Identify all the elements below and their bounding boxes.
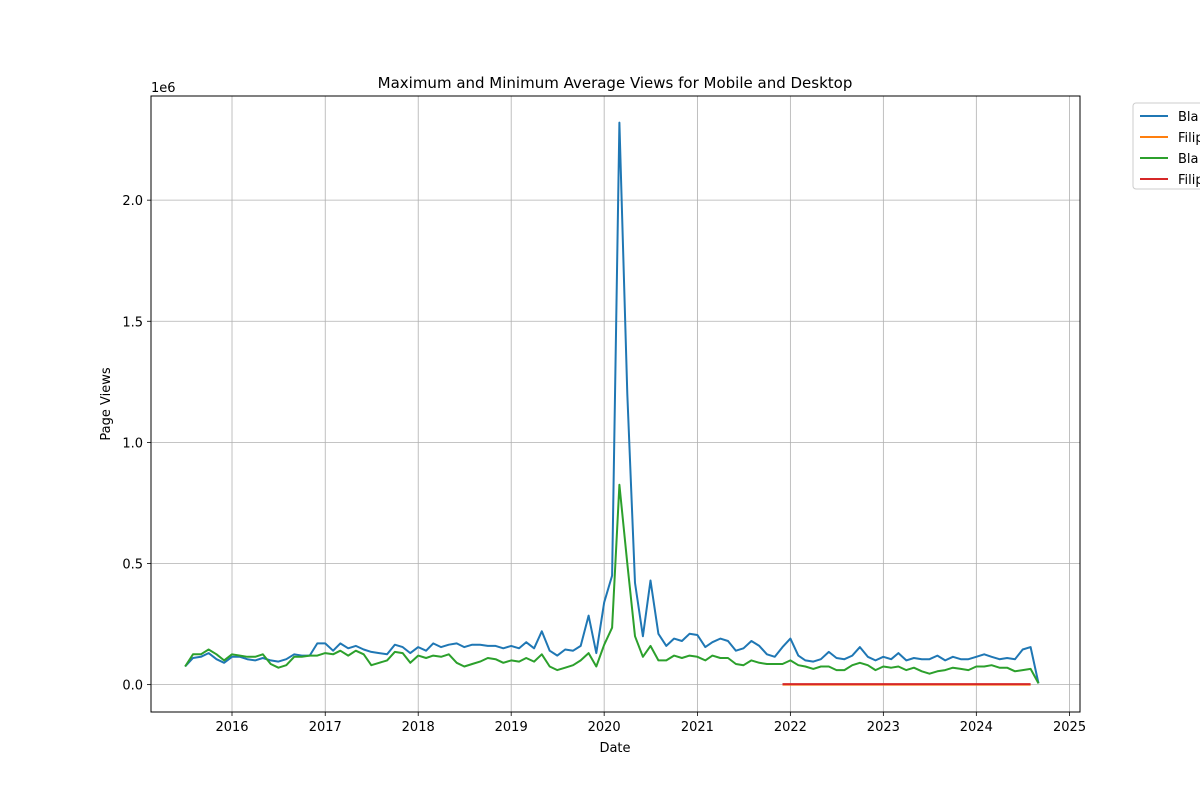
y-axis: 0.0 0.5 1.0 1.5 2.0 <box>122 194 151 694</box>
x-tick-label: 2018 <box>402 720 435 735</box>
x-tick-label: 2024 <box>960 720 993 735</box>
legend-label: Bla <box>1178 152 1199 167</box>
y-tick-label: 0.0 <box>122 679 143 694</box>
legend-label: Bla <box>1178 110 1199 125</box>
y-tick-label: 0.5 <box>122 558 143 573</box>
legend-label: Filip <box>1178 173 1200 188</box>
x-tick-label: 2016 <box>215 720 248 735</box>
y-offset-text: 1e6 <box>151 81 176 96</box>
chart-title: Maximum and Minimum Average Views for Mo… <box>378 74 853 92</box>
x-tick-label: 2017 <box>309 720 342 735</box>
x-axis: 2016 2017 2018 2019 2020 2021 2022 2023 2024 2025 <box>215 712 1086 735</box>
x-tick-label: 2021 <box>681 720 714 735</box>
legend-label: Filip <box>1178 131 1200 146</box>
x-tick-label: 2019 <box>495 720 528 735</box>
series-line-3 <box>184 483 1040 684</box>
x-tick-label: 2022 <box>774 720 807 735</box>
y-axis-label: Page Views <box>99 367 114 440</box>
x-tick-label: 2025 <box>1053 720 1086 735</box>
series-line-1 <box>184 121 1040 684</box>
x-tick-label: 2023 <box>867 720 900 735</box>
x-axis-label: Date <box>599 741 630 756</box>
plot-frame <box>150 95 1081 713</box>
y-tick-label: 1.5 <box>122 315 143 330</box>
y-tick-label: 1.0 <box>122 436 143 451</box>
x-tick-label: 2020 <box>588 720 621 735</box>
y-tick-label: 2.0 <box>122 194 143 209</box>
legend: Bla Filip Bla Filip <box>1132 102 1200 190</box>
legend-box <box>1132 102 1200 190</box>
series-lines <box>184 121 1040 686</box>
